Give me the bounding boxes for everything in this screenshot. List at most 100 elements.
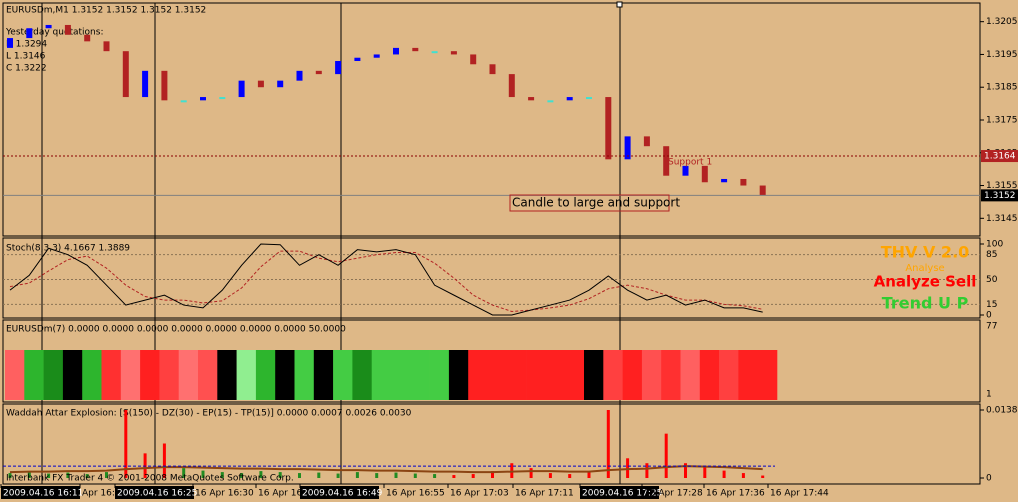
quote-info: L 1.3146	[6, 52, 46, 62]
candle	[373, 54, 380, 58]
state-bar	[24, 350, 44, 400]
time-highlight	[1, 486, 80, 499]
state-bar	[661, 350, 681, 400]
state-bar	[487, 350, 508, 400]
panel-title: Stoch(8,3,3) 4.1667 1.3889	[6, 244, 130, 254]
state-bar	[140, 350, 160, 400]
candle	[84, 34, 91, 42]
candle	[393, 47, 399, 55]
candle	[354, 57, 361, 62]
state-bar	[371, 350, 392, 400]
candle	[161, 70, 168, 101]
explosion-bar	[684, 463, 687, 478]
state-bar	[468, 350, 488, 400]
y-tick-label: 1.3145	[986, 214, 1018, 224]
state-bar	[82, 350, 102, 400]
candle	[180, 100, 187, 103]
time-highlight	[580, 486, 659, 499]
candle	[296, 70, 303, 81]
stoch-main	[9, 243, 763, 316]
explosion-bar	[491, 471, 494, 478]
panel-title: Waddah Attar Explosion: [S(150) - DZ(30)…	[6, 409, 412, 419]
state-bar	[101, 350, 122, 400]
explosion-bar	[8, 473, 12, 478]
candle	[547, 100, 554, 103]
explosion-bar	[201, 470, 205, 478]
candle	[624, 136, 631, 160]
x-tick-label: 2009.04.16 17:25	[582, 489, 662, 499]
state-bar	[410, 350, 430, 400]
y-tick-label: 0.0138	[986, 406, 1018, 416]
state-bar	[429, 350, 450, 400]
explosion-bar	[124, 410, 128, 478]
x-tick-label: 16 Apr 16:55	[386, 489, 445, 499]
explosion-bar	[375, 473, 379, 478]
stoch-signal	[9, 250, 763, 312]
x-tick-label: 2009.04.16 16:25	[117, 489, 197, 499]
candle	[103, 41, 110, 52]
candle	[470, 54, 477, 65]
candle	[45, 24, 52, 29]
explosion-bar	[471, 474, 475, 478]
time-highlight	[115, 486, 194, 499]
explosion-bar	[27, 472, 31, 478]
state-bar	[526, 350, 546, 400]
panel-title: EURUSDm,M1 1.3152 1.3152 1.3152 1.3152	[6, 6, 206, 16]
state-bar	[545, 350, 565, 400]
explosion-bar	[452, 475, 456, 478]
explosion-bar	[761, 475, 765, 478]
state-bar	[584, 350, 604, 400]
state-bar	[236, 350, 257, 400]
state-bar	[564, 350, 585, 400]
explosion-bar	[259, 471, 263, 478]
candle	[277, 80, 284, 88]
explosion-bar	[703, 465, 707, 478]
quote-info: Yesterday quotations:	[5, 28, 103, 38]
explosion-bar	[413, 473, 417, 478]
x-tick-label: 2009.04.16 16:11	[3, 489, 83, 499]
state-bar	[294, 350, 315, 400]
y-tick-label: 15	[986, 300, 997, 310]
state-bar	[738, 350, 758, 400]
panel-frame	[2, 237, 981, 319]
signal-text: Analyze Sell	[874, 273, 977, 291]
state-bar	[255, 350, 276, 400]
y-tick-label: 1	[986, 390, 992, 400]
candle	[315, 70, 322, 75]
state-bar	[62, 350, 83, 400]
y-tick-label: 77	[986, 322, 997, 332]
current-price-box	[981, 189, 1018, 202]
x-tick-label: 16 Apr 17:11	[515, 489, 574, 499]
candle	[643, 136, 650, 147]
state-bar	[5, 350, 25, 400]
x-tick-label: 16 Apr 17:28	[644, 489, 703, 499]
state-bar	[448, 350, 469, 400]
selector-handle	[616, 1, 623, 8]
support-text: Support 1	[668, 158, 712, 168]
explosion-bar	[568, 474, 572, 478]
state-bar	[159, 350, 179, 400]
candle	[335, 61, 342, 75]
candle	[200, 97, 206, 101]
signal-text: THV V 2.0	[881, 243, 970, 262]
explosion-bar	[664, 433, 668, 478]
candle	[257, 80, 264, 88]
explosion-bar	[85, 474, 89, 478]
explosion-bar	[645, 463, 649, 478]
x-tick-label: 16 Apr 17:44	[770, 489, 829, 499]
candle	[721, 178, 728, 183]
state-bar	[391, 350, 411, 400]
candle	[412, 47, 419, 52]
explosion-bar	[741, 473, 745, 478]
candle	[450, 51, 457, 55]
explosion-bar	[355, 472, 359, 478]
explosion-bar	[298, 473, 301, 478]
current-price: 1.3152	[984, 191, 1016, 201]
explosion-bar	[606, 410, 610, 478]
state-bar	[198, 350, 218, 400]
explosion-bar	[47, 473, 51, 478]
candle	[7, 38, 13, 48]
candle	[740, 178, 747, 186]
x-tick-label: 16 Apr 16	[258, 489, 302, 499]
annotation-box	[509, 194, 670, 212]
